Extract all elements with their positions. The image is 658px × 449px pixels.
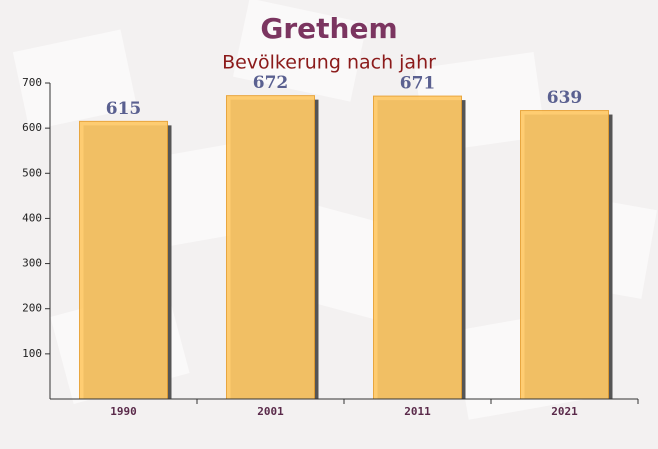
value-label: 639 <box>547 88 583 108</box>
chart-subtitle: Bevölkerung nach jahr <box>222 52 436 74</box>
y-tick-label: 500 <box>22 166 42 179</box>
bar <box>373 95 462 400</box>
y-tick-label: 700 <box>22 76 42 89</box>
value-label: 672 <box>253 73 289 93</box>
bar <box>226 95 315 400</box>
y-tick-label: 600 <box>22 121 42 134</box>
x-tick-label: 2011 <box>404 405 431 418</box>
value-label: 615 <box>106 99 142 119</box>
y-tick-label: 300 <box>22 257 42 270</box>
bar <box>79 120 168 400</box>
chart-title: Grethem <box>260 12 397 45</box>
x-tick-label: 1990 <box>110 405 137 418</box>
x-tick-label: 2001 <box>257 405 284 418</box>
y-tick-label: 100 <box>22 347 42 360</box>
bar <box>520 110 609 400</box>
y-tick-label: 400 <box>22 211 42 224</box>
value-label: 671 <box>400 74 436 94</box>
x-tick-label: 2021 <box>551 405 578 418</box>
y-tick-label: 200 <box>22 302 42 315</box>
